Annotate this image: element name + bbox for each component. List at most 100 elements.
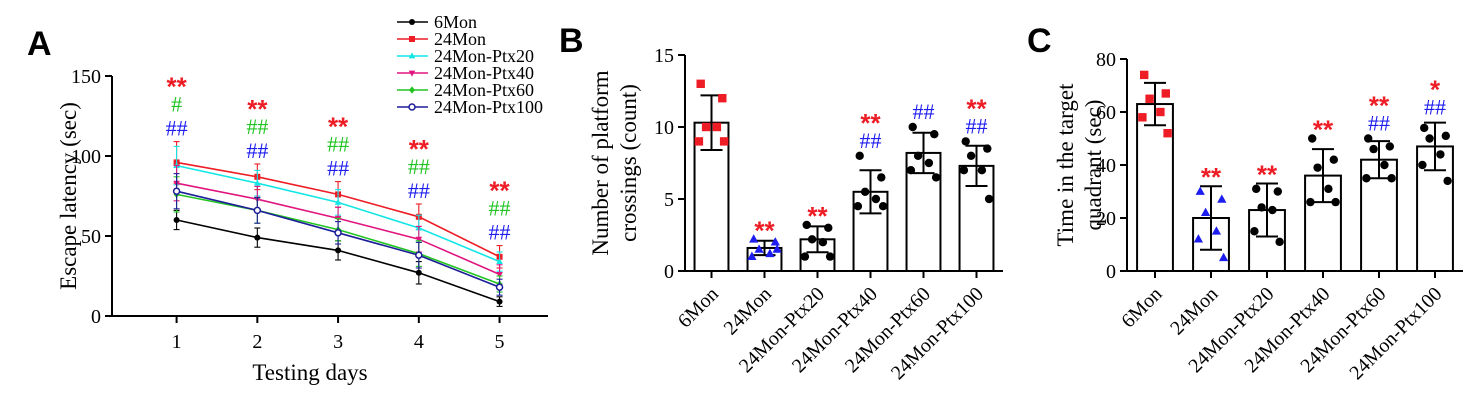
data-point xyxy=(415,269,422,276)
data-point xyxy=(908,122,917,132)
y-tick-label: 0 xyxy=(1106,261,1116,283)
legend-item: 6Mon xyxy=(397,12,477,32)
x-tick-label: 6Mon xyxy=(1117,283,1166,332)
data-point xyxy=(983,144,992,153)
significance-asterisks: ** xyxy=(1257,160,1278,190)
data-point xyxy=(878,202,888,211)
significance-hashes: ## xyxy=(860,128,882,153)
data-point xyxy=(253,206,262,215)
data-point xyxy=(415,236,423,243)
data-point xyxy=(254,234,261,241)
x-tick-label: 3 xyxy=(333,331,343,353)
legend-label: 24Mon-Ptx60 xyxy=(434,80,534,100)
data-point xyxy=(770,237,780,246)
significance-asterisks: ** xyxy=(247,94,268,124)
legend: 6Mon24Mon24Mon-Ptx2024Mon-Ptx4024Mon-Ptx… xyxy=(397,12,543,117)
legend-item: 24Mon-Ptx100 xyxy=(397,97,543,117)
data-point xyxy=(807,235,817,244)
data-point xyxy=(824,223,833,232)
data-point xyxy=(984,194,994,204)
data-point xyxy=(853,202,863,211)
data-point xyxy=(334,229,342,237)
data-point xyxy=(694,137,704,146)
data-point xyxy=(1145,94,1154,103)
y-tick-label: 0 xyxy=(91,306,101,328)
bar-group-0 xyxy=(693,79,730,273)
data-point xyxy=(747,251,757,260)
panel-a-line-chart: A 0 50 100 150 1 2 3 4 5 Testing days Escape latenc… xyxy=(27,12,548,385)
x-tick-label: 4 xyxy=(414,331,424,353)
significance-hashes: ## xyxy=(327,132,349,157)
data-point xyxy=(254,179,261,186)
panel-b-bar-chart: B 0 5 10 15 Number of platform crossings (coun… xyxy=(559,22,1003,384)
significance-asterisks: ** xyxy=(166,72,187,102)
x-tick-label: 1 xyxy=(172,331,182,353)
data-point xyxy=(1211,226,1222,235)
y-axis-label-line: Time in the target xyxy=(1053,83,1078,247)
y-tick-label: 15 xyxy=(654,45,674,67)
y-tick-label: 40 xyxy=(1096,155,1116,177)
legend-item: 24Mon xyxy=(397,29,486,49)
data-point xyxy=(818,238,828,247)
significance-hashes: ## xyxy=(408,154,430,179)
data-point xyxy=(1324,184,1333,194)
y-tick-label: 5 xyxy=(664,189,674,211)
data-point xyxy=(1161,89,1170,98)
y-tick-label: 80 xyxy=(1096,49,1116,71)
legend-item: 24Mon-Ptx20 xyxy=(397,46,534,66)
data-point xyxy=(754,244,764,253)
data-point xyxy=(1364,134,1373,143)
data-point xyxy=(1217,194,1227,203)
significance-hashes: ## xyxy=(166,116,188,141)
data-point xyxy=(966,151,976,160)
data-point xyxy=(749,234,759,243)
data-point xyxy=(1418,160,1427,170)
bar-group-5 xyxy=(958,137,995,273)
data-point xyxy=(496,298,503,305)
y-axis-label-line: crossings (count) xyxy=(616,84,641,242)
significance-asterisks: ** xyxy=(328,112,349,142)
legend-marker xyxy=(408,103,416,111)
significance-asterisks: ** xyxy=(966,93,987,123)
bar-group-3 xyxy=(1304,134,1342,273)
data-point xyxy=(1329,155,1339,164)
data-point xyxy=(719,137,729,146)
significance-hashes: ## xyxy=(489,196,511,221)
bar-group-1 xyxy=(1192,185,1230,272)
y-tick-label: 50 xyxy=(81,226,101,248)
data-point xyxy=(930,130,939,139)
error-bar xyxy=(859,169,882,215)
error-bar xyxy=(1424,121,1446,172)
error-bar xyxy=(1200,185,1222,251)
data-point xyxy=(495,283,504,291)
error-bar xyxy=(1144,81,1166,127)
significance-hashes: ## xyxy=(1424,95,1446,120)
significance-asterisks: * xyxy=(1430,75,1441,105)
data-point xyxy=(959,166,969,175)
data-point xyxy=(1420,123,1429,133)
data-point xyxy=(334,198,342,205)
data-point xyxy=(961,137,970,146)
data-point xyxy=(1385,142,1395,151)
series-5 xyxy=(172,173,504,296)
data-point xyxy=(172,187,181,195)
legend-label: 24Mon-Ptx40 xyxy=(434,63,534,83)
data-point xyxy=(1156,107,1165,117)
y-tick-label: 0 xyxy=(664,261,674,283)
data-point xyxy=(860,187,870,196)
panel-letter: B xyxy=(559,22,584,60)
data-point xyxy=(1218,252,1229,262)
data-point xyxy=(1331,197,1340,207)
y-axis-label: Number of platform crossings (count) xyxy=(588,70,641,255)
x-tick-label: 6Mon xyxy=(674,283,723,332)
significance-hashes: ## xyxy=(489,220,511,245)
data-point xyxy=(1138,113,1147,122)
data-point xyxy=(1362,174,1371,183)
bar-group-1 xyxy=(746,234,783,273)
data-point xyxy=(1308,134,1317,143)
data-point xyxy=(696,79,705,88)
error-bar xyxy=(1256,182,1278,238)
data-point xyxy=(173,162,180,168)
data-point xyxy=(1275,237,1284,247)
